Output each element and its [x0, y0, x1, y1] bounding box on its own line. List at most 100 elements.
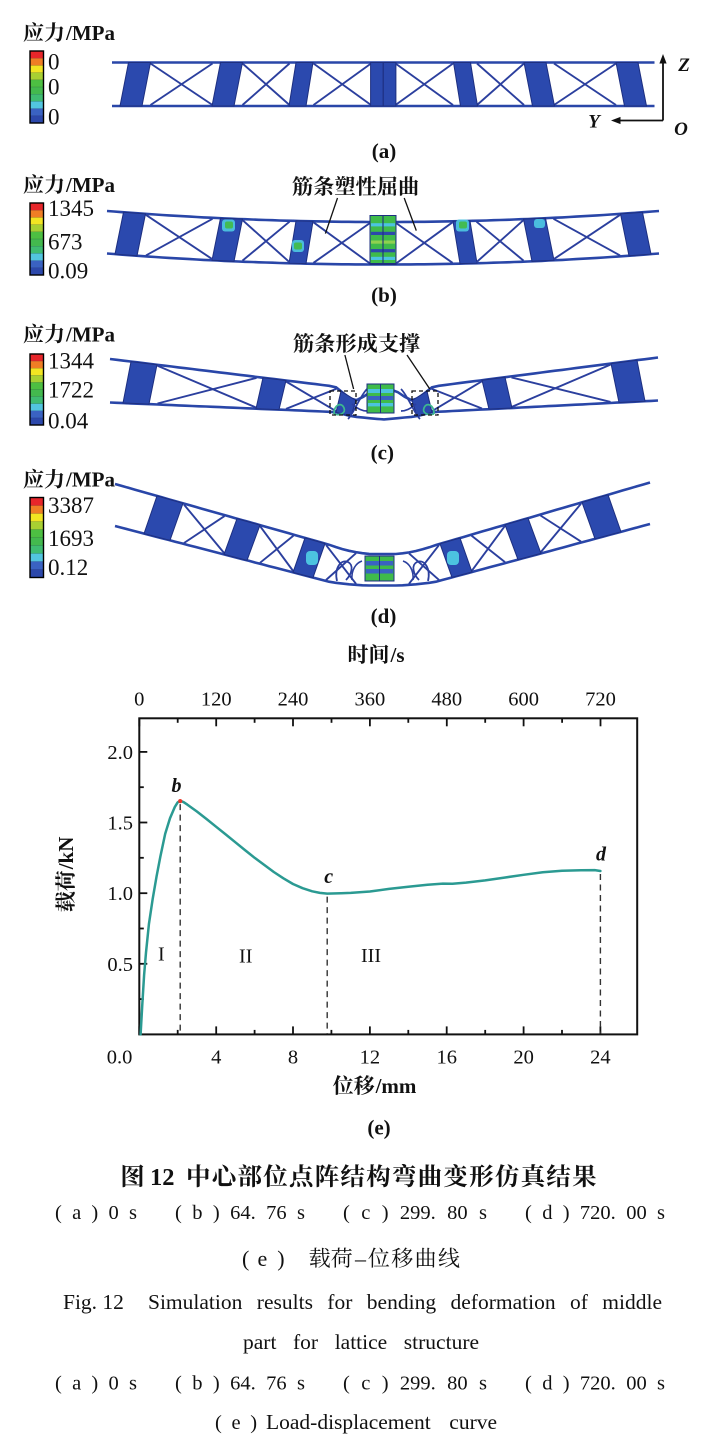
svg-text:s: s: [657, 1373, 665, 1395]
svg-text:(: (: [343, 1202, 350, 1224]
svg-text:results: results: [257, 1290, 313, 1314]
svg-text:(: (: [175, 1202, 182, 1224]
svg-text:II: II: [239, 946, 252, 968]
svg-text:s: s: [129, 1373, 137, 1395]
svg-text:20: 20: [513, 1047, 534, 1069]
svg-text:): ): [250, 1412, 257, 1434]
svg-text:(: (: [525, 1373, 532, 1395]
svg-text:Y: Y: [588, 112, 602, 133]
svg-text:720.: 720.: [580, 1202, 616, 1224]
svg-text:1345: 1345: [48, 196, 94, 221]
svg-text:Z: Z: [677, 55, 690, 76]
svg-text:s: s: [479, 1202, 487, 1224]
svg-text:): ): [213, 1202, 220, 1224]
svg-text:/s: /s: [390, 643, 405, 667]
svg-text:bending: bending: [367, 1290, 437, 1314]
svg-text:0: 0: [48, 105, 60, 130]
svg-text:of: of: [570, 1290, 589, 1314]
svg-text:for: for: [327, 1290, 352, 1314]
svg-text:(: (: [55, 1373, 62, 1395]
svg-text:1722: 1722: [48, 378, 94, 403]
svg-text:120: 120: [201, 689, 232, 711]
svg-text:673: 673: [48, 230, 83, 255]
svg-text:0: 0: [48, 75, 60, 100]
svg-text:/MPa: /MPa: [65, 468, 115, 492]
svg-text:–: –: [354, 1246, 367, 1271]
svg-text:): ): [382, 1373, 389, 1395]
svg-text:8: 8: [288, 1047, 298, 1069]
svg-text:0.12: 0.12: [48, 555, 88, 580]
svg-text:): ): [382, 1202, 389, 1224]
svg-text:299.: 299.: [400, 1373, 436, 1395]
svg-text:s: s: [479, 1373, 487, 1395]
svg-text:s: s: [657, 1202, 665, 1224]
svg-text:16: 16: [436, 1047, 457, 1069]
svg-text:00: 00: [626, 1373, 647, 1395]
svg-text:for: for: [293, 1330, 318, 1354]
svg-text:480: 480: [431, 689, 462, 711]
svg-text:360: 360: [355, 689, 386, 711]
svg-text:(: (: [343, 1373, 350, 1395]
svg-text:d: d: [596, 844, 607, 866]
svg-text:1693: 1693: [48, 526, 94, 551]
svg-text:b: b: [192, 1373, 202, 1395]
svg-text:64.: 64.: [230, 1373, 256, 1395]
svg-text:0.0: 0.0: [107, 1047, 133, 1069]
svg-text:b: b: [192, 1202, 202, 1224]
svg-text:600: 600: [508, 689, 539, 711]
svg-text:part: part: [243, 1330, 276, 1354]
svg-text:(: (: [242, 1246, 249, 1271]
svg-text:(: (: [55, 1202, 62, 1224]
svg-text:middle: middle: [602, 1290, 662, 1314]
svg-text:720: 720: [585, 689, 616, 711]
svg-text:720.: 720.: [580, 1373, 616, 1395]
svg-text:(e): (e): [367, 1116, 390, 1140]
svg-text:(: (: [215, 1412, 222, 1434]
svg-text:d: d: [542, 1373, 552, 1395]
svg-text:e: e: [258, 1246, 268, 1271]
svg-text:(c): (c): [371, 441, 394, 465]
svg-text:240: 240: [278, 689, 309, 711]
svg-text:structure: structure: [404, 1330, 479, 1354]
svg-text:a: a: [72, 1202, 81, 1224]
svg-text:00: 00: [626, 1202, 647, 1224]
svg-text:2.0: 2.0: [107, 742, 133, 764]
svg-text:(b): (b): [371, 283, 397, 307]
svg-text:1.5: 1.5: [107, 813, 133, 835]
svg-text:0: 0: [48, 50, 60, 75]
svg-text:I: I: [158, 944, 165, 966]
svg-text:c: c: [361, 1373, 370, 1395]
svg-text:4: 4: [211, 1047, 221, 1069]
svg-text:a: a: [72, 1373, 81, 1395]
svg-text:64.: 64.: [230, 1202, 256, 1224]
svg-text:e: e: [232, 1412, 241, 1434]
svg-text:O: O: [674, 119, 688, 140]
svg-text:(d): (d): [371, 604, 397, 628]
svg-text:Simulation: Simulation: [148, 1290, 243, 1314]
svg-text:c: c: [324, 866, 333, 888]
svg-text:): ): [213, 1373, 220, 1395]
svg-text:c: c: [361, 1202, 370, 1224]
svg-text:s: s: [297, 1202, 305, 1224]
svg-text:/MPa: /MPa: [65, 21, 115, 45]
svg-text:0.04: 0.04: [48, 409, 89, 434]
svg-text:(a): (a): [372, 139, 397, 163]
svg-text:III: III: [361, 945, 381, 967]
svg-text:0.5: 0.5: [107, 954, 133, 976]
svg-text:lattice: lattice: [335, 1330, 388, 1354]
svg-text:80: 80: [447, 1373, 468, 1395]
svg-text:/MPa: /MPa: [65, 173, 115, 197]
svg-text:(: (: [525, 1202, 532, 1224]
svg-text:d: d: [542, 1202, 552, 1224]
svg-text:299.: 299.: [400, 1202, 436, 1224]
svg-text:): ): [563, 1373, 570, 1395]
svg-text:0: 0: [109, 1373, 119, 1395]
svg-text:Fig. 12: Fig. 12: [63, 1290, 124, 1314]
svg-text:12: 12: [150, 1164, 175, 1191]
svg-text:b: b: [172, 775, 182, 797]
svg-text:0: 0: [134, 689, 144, 711]
svg-text:(: (: [175, 1373, 182, 1395]
svg-text:): ): [277, 1246, 284, 1271]
svg-text:3387: 3387: [48, 493, 94, 518]
svg-text:76: 76: [266, 1373, 287, 1395]
